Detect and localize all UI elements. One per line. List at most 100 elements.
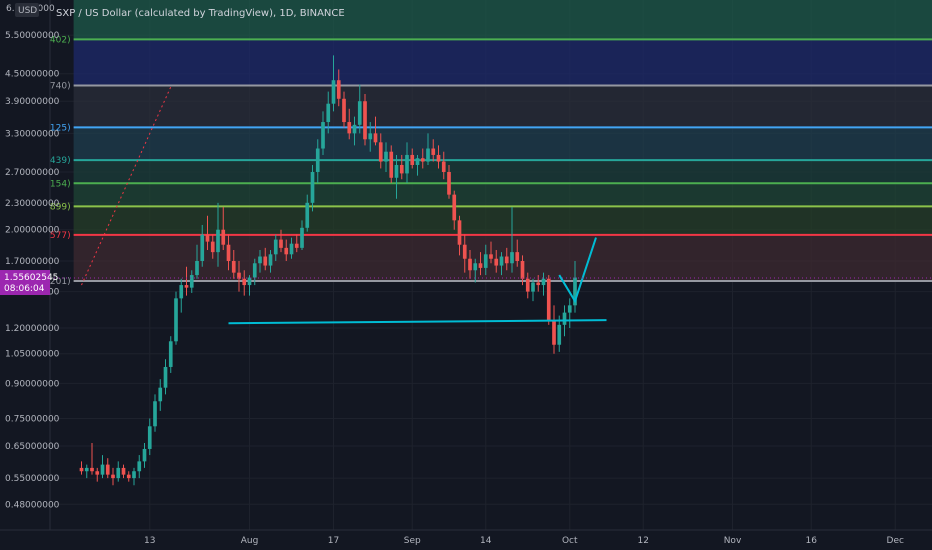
candle-body [126,474,131,479]
price-tick-label: 2.30000000 [5,199,60,209]
price-tick-label: 0.55000000 [5,474,60,484]
candle-body [116,467,121,479]
currency-badge-label: USD [18,6,37,16]
trend-lines[interactable] [228,237,607,325]
time-tick-label: Nov [724,536,742,546]
candle-body [373,133,378,143]
candle-body [231,260,236,273]
candle-body [326,103,331,123]
candle-body [525,278,530,292]
time-tick-label: 16 [806,536,818,546]
candle-body [378,142,383,162]
candle-body [536,282,541,286]
candle-body [441,161,446,172]
trend-line[interactable] [558,237,597,304]
candle-body [462,244,467,259]
trend-line[interactable] [228,319,607,325]
candle-body [105,464,110,475]
candle-body [478,263,483,268]
candle-body [258,256,262,264]
candle-body [562,312,567,325]
candle-body [247,277,252,286]
candle-body [90,467,94,472]
candle-body [79,467,84,472]
price-tick-label: 0.48000000 [5,500,60,510]
fib-zone [73,127,932,161]
price-badge-countdown: 08:06:04 [4,284,45,294]
candle-body [289,243,294,255]
candle-body [420,158,425,162]
candle-body [499,256,504,266]
candle-body [457,220,462,245]
currency-badge[interactable]: USD [15,3,39,17]
candle-body [163,366,168,388]
candle-body [221,229,226,245]
candle-body [426,148,430,162]
price-badge-bg [0,270,50,296]
candle-body [300,227,304,248]
candle-body [216,229,220,253]
candle-body [137,461,142,472]
candle-body [336,80,341,99]
price-tick-label: 1.20000000 [5,324,60,334]
fib-zone [73,183,932,207]
candle-body [384,151,388,162]
time-tick-label: Oct [562,536,578,546]
time-tick-label: 13 [144,536,155,546]
candle-body [252,263,257,278]
candle-body [142,448,147,462]
candle-body [368,133,373,140]
candle-body [515,252,520,261]
candle-body [226,244,231,261]
price-axis-panel [0,0,50,530]
price-tick-label: 3.90000000 [5,97,60,107]
candle-body [394,164,399,178]
candle-body [557,324,562,345]
candle-body [321,122,325,149]
candle-body [284,247,289,255]
fib-zone [73,39,932,86]
candle-body [410,154,415,165]
candle-body [552,320,556,345]
time-axis[interactable]: 13 Aug 17 Sep 14 Oct 12 Nov 16 Dec [144,536,904,546]
candle-body [84,467,89,472]
candle-body [95,471,100,475]
time-tick-label: 14 [480,536,492,546]
fib-zone [73,160,932,184]
candle-body [100,464,105,475]
price-badge-value: 1.55602545 [4,273,58,283]
fib-anchor-line [81,86,172,286]
candle-body [174,298,178,342]
candle-body [205,234,210,242]
candle-body [494,258,499,266]
candle-body [541,278,546,286]
candle-body [121,467,126,475]
candle-body [352,124,357,134]
price-tick-label: 4.50000000 [5,70,60,80]
candle-body [363,101,367,140]
candle-body [489,254,493,259]
price-tick-label: 0.65000000 [5,442,60,452]
candle-body [200,234,205,261]
price-tick-label: 3.30000000 [5,129,60,139]
candle-body [347,122,352,134]
candle-body [132,471,136,479]
price-tick-label: 1.70000000 [5,257,60,267]
candle-body [111,474,115,479]
candle-body [168,341,173,367]
candle-body [431,148,436,155]
candle-body [436,154,441,162]
candle-body [310,171,315,203]
candle-body [520,260,525,279]
currency-badge-bg [15,3,39,17]
time-tick-label: 17 [328,536,339,546]
candle-body [184,285,189,288]
chart-title: SXP / US Dollar (calculated by TradingVi… [56,8,345,19]
price-tick-label: 2.70000000 [5,168,60,178]
candle-body [158,387,163,402]
time-tick-label: Dec [887,536,904,546]
candle-body [273,239,278,255]
candle-body [153,401,157,427]
